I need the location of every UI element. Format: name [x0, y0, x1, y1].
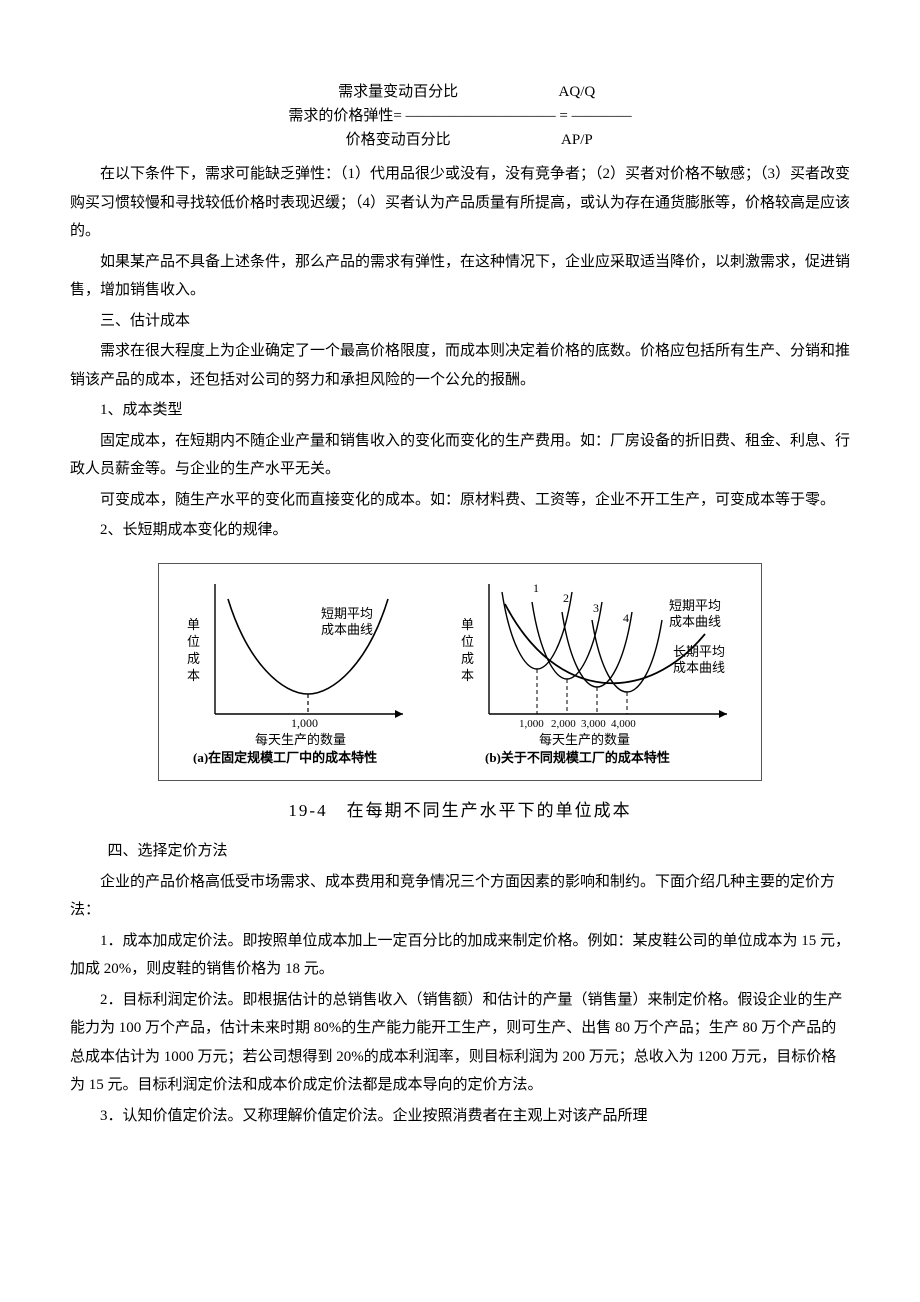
elasticity-formula: 需求量变动百分比 AQ/Q 需求的价格弹性= —————————— = ————…	[70, 80, 850, 152]
xtick-a: 1,000	[291, 716, 318, 730]
xtick-b2: 2,000	[551, 718, 576, 730]
xlabel-a: 每天生产的数量	[255, 732, 346, 747]
num4: 4	[623, 611, 629, 625]
formula-bot-right: AP/P	[532, 128, 622, 152]
paragraph-elasticity-action: 如果某产品不具备上述条件，那么产品的需求有弹性，在这种情况下，企业应采取适当降价…	[70, 248, 850, 305]
caption-b: (b)关于不同规模工厂的成本特性	[485, 750, 670, 764]
formula-numerator: 需求量变动百分比 AQ/Q	[70, 80, 850, 104]
formula-dash2: ————	[572, 108, 632, 124]
chart-b: 单 位 成 本 1 2 3 4	[447, 574, 747, 775]
xtick-b1: 1,000	[519, 718, 544, 730]
ylabel-b-4: 本	[461, 668, 474, 683]
paragraph-method1: 1．成本加成定价法。即按照单位成本加上一定百分比的加成来制定价格。例如：某皮鞋公…	[70, 927, 850, 984]
formula-bot-left: 价格变动百分比	[298, 128, 498, 152]
paragraph-method2: 2．目标利润定价法。即根据估计的总销售收入（销售额）和估计的产量（销售量）来制定…	[70, 986, 850, 1100]
short-l1: 短期平均	[669, 598, 721, 613]
paragraph-variable-cost: 可变成本，随生产水平的变化而直接变化的成本。如：原材料费、工资等，企业不开工生产…	[70, 486, 850, 515]
paragraph-method3: 3．认知价值定价法。又称理解价值定价法。企业按照消费者在主观上对该产品所理	[70, 1102, 850, 1131]
xlabel-b: 每天生产的数量	[539, 732, 630, 747]
subheading-cost-types: 1、成本类型	[70, 396, 850, 425]
ylabel-b-2: 位	[461, 634, 474, 649]
ylabel-a-3: 成	[187, 651, 200, 666]
paragraph-elasticity-conditions: 在以下条件下，需求可能缺乏弹性：（1）代用品很少或没有，没有竞争者；（2）买者对…	[70, 160, 850, 246]
paragraph-fixed-cost: 固定成本，在短期内不随企业产量和销售收入的变化而变化的生产费用。如：厂房设备的折…	[70, 427, 850, 484]
ylabel-b-1: 单	[461, 617, 474, 632]
paragraph-cost-intro: 需求在很大程度上为企业确定了一个最高价格限度，而成本则决定着价格的底数。价格应包…	[70, 337, 850, 394]
formula-eq: =	[559, 108, 571, 124]
caption-a: (a)在固定规模工厂中的成本特性	[193, 750, 377, 764]
subheading-cost-pattern: 2、长短期成本变化的规律。	[70, 516, 850, 545]
chart-a: 单 位 成 本 1,000 短期平均 成本曲线 每天生产的数量	[173, 574, 423, 775]
long-l1: 长期平均	[673, 644, 725, 659]
xtick-b3: 3,000	[581, 718, 606, 730]
num2: 2	[563, 591, 569, 605]
heading-estimate-cost: 三、估计成本	[70, 307, 850, 336]
formula-top-right: AQ/Q	[532, 80, 622, 104]
ylabel-a-4: 本	[187, 668, 200, 683]
ylabel-b-3: 成	[461, 651, 474, 666]
ylabel-a-1: 单	[187, 617, 200, 632]
short-l2: 成本曲线	[669, 614, 721, 629]
formula-mid: 需求的价格弹性= —————————— = ————	[70, 104, 850, 128]
num1: 1	[533, 581, 539, 595]
long-l2: 成本曲线	[673, 660, 725, 675]
paragraph-pricing-intro: 企业的产品价格高低受市场需求、成本费用和竞争情况三个方面因素的影响和制约。下面介…	[70, 868, 850, 925]
num3: 3	[593, 601, 599, 615]
figure-box: 单 位 成 本 1,000 短期平均 成本曲线 每天生产的数量	[158, 563, 762, 782]
curve-a-l2: 成本曲线	[321, 622, 373, 637]
xtick-b4: 4,000	[611, 718, 636, 730]
ylabel-a-2: 位	[187, 634, 200, 649]
formula-lhs: 需求的价格弹性=	[288, 108, 401, 124]
heading-pricing-method: 四、选择定价方法	[70, 837, 850, 866]
formula-denominator: 价格变动百分比 AP/P	[70, 128, 850, 152]
formula-dash1: ——————————	[406, 108, 556, 124]
figure-19-4: 单 位 成 本 1,000 短期平均 成本曲线 每天生产的数量	[70, 563, 850, 828]
formula-top-left: 需求量变动百分比	[298, 80, 498, 104]
figure-main-caption: 19-4 在每期不同生产水平下的单位成本	[70, 795, 850, 827]
curve-a-l1: 短期平均	[321, 606, 373, 621]
